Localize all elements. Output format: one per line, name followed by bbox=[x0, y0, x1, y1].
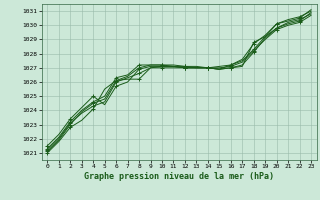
X-axis label: Graphe pression niveau de la mer (hPa): Graphe pression niveau de la mer (hPa) bbox=[84, 172, 274, 181]
